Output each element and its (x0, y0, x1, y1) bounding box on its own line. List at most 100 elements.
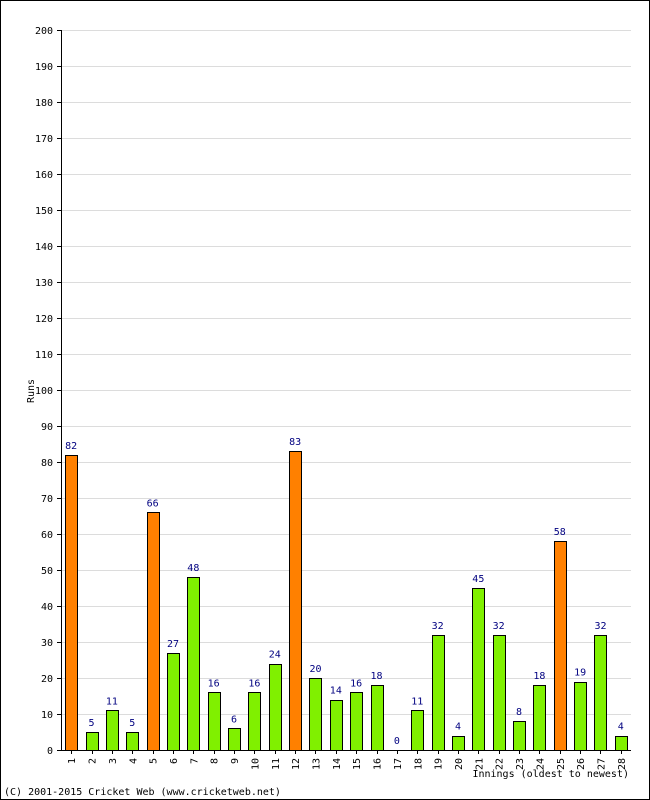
y-tick-label: 50 (41, 566, 53, 577)
x-tick-label: 15 (352, 758, 363, 770)
grid-lines (61, 30, 631, 715)
x-tick-label: 4 (128, 758, 139, 764)
data-label: 20 (309, 664, 321, 675)
bars (65, 451, 628, 751)
data-labels: 82 5 11 5 66 27 48 16 6 16 24 83 20 14 16 18 0 11 32 4 45 32 8… (65, 437, 624, 747)
bar (228, 728, 241, 751)
y-tick-label: 100 (35, 386, 53, 397)
y-tick-label: 200 (35, 26, 53, 37)
data-label: 32 (493, 621, 505, 632)
data-label: 8 (516, 707, 522, 718)
data-label: 6 (231, 714, 237, 725)
x-tick-label: 24 (535, 758, 546, 770)
y-tick-label: 180 (35, 98, 53, 109)
y-tick-label: 120 (35, 314, 53, 325)
x-tick-label: 16 (373, 758, 384, 770)
bar (106, 710, 119, 751)
data-label: 5 (89, 718, 95, 729)
y-tick-labels: 0 10 20 30 40 50 60 70 80 90 100 110 120 130 140 150 160… (35, 26, 53, 757)
y-tick-label: 190 (35, 62, 53, 73)
bar (167, 653, 180, 751)
y-tick-label: 160 (35, 170, 53, 181)
x-tick-label: 12 (291, 758, 302, 770)
y-axis-title: Runs (26, 379, 37, 403)
data-label: 5 (129, 718, 135, 729)
y-tick-label: 150 (35, 206, 53, 217)
y-tick-label: 170 (35, 134, 53, 145)
data-label: 11 (106, 696, 118, 707)
y-tick-label: 80 (41, 458, 53, 469)
x-tick-label: 13 (311, 758, 322, 770)
bar (248, 692, 261, 751)
y-tick-label: 40 (41, 602, 53, 613)
data-label: 14 (330, 686, 342, 697)
x-tick-label: 21 (474, 758, 485, 770)
bar (330, 700, 343, 751)
axes (57, 30, 631, 754)
x-tick-label: 10 (250, 758, 261, 770)
data-label: 58 (554, 527, 566, 538)
x-tick-label: 11 (271, 758, 282, 770)
y-tick-label: 140 (35, 242, 53, 253)
x-tick-label: 1 (67, 758, 78, 764)
x-tick-label: 14 (332, 758, 343, 770)
data-label: 18 (533, 671, 545, 682)
bar (472, 588, 485, 751)
y-tick-label: 130 (35, 278, 53, 289)
x-tick-label: 9 (230, 758, 241, 764)
bar (187, 577, 200, 751)
data-label: 32 (594, 621, 606, 632)
x-tick-label: 18 (413, 758, 424, 770)
bar (432, 635, 445, 751)
y-tick-label: 90 (41, 422, 53, 433)
x-tick-label: 23 (515, 758, 526, 770)
y-tick-label: 10 (41, 710, 53, 721)
bar (594, 635, 607, 751)
copyright-footer: (C) 2001-2015 Cricket Web (www.cricketwe… (4, 787, 281, 798)
bar (126, 732, 139, 751)
data-label: 18 (371, 671, 383, 682)
x-tick-label: 20 (454, 758, 465, 770)
bar (574, 682, 587, 751)
x-tick-label: 26 (576, 758, 587, 770)
data-label: 4 (618, 722, 624, 733)
y-tick-label: 30 (41, 638, 53, 649)
x-tick-label: 7 (189, 758, 200, 764)
data-label: 16 (208, 678, 220, 689)
data-label: 4 (455, 722, 461, 733)
bar (147, 512, 160, 751)
bar (554, 541, 567, 751)
data-label: 16 (248, 678, 260, 689)
data-label: 11 (411, 696, 423, 707)
bar (309, 678, 322, 751)
data-label: 66 (147, 498, 159, 509)
bar (269, 664, 282, 751)
data-label: 32 (432, 621, 444, 632)
x-tick-label: 19 (434, 758, 445, 770)
bar (615, 736, 628, 751)
y-tick-label: 60 (41, 530, 53, 541)
y-tick-label: 110 (35, 350, 53, 361)
data-label: 16 (350, 678, 362, 689)
data-label: 19 (574, 668, 586, 679)
bar (65, 455, 78, 751)
x-tick-label: 17 (393, 758, 404, 770)
x-tick-label: 2 (88, 758, 99, 764)
bar (452, 736, 465, 751)
data-label: 83 (289, 437, 301, 448)
x-tick-label: 8 (210, 758, 221, 764)
bar (371, 685, 384, 751)
bar (513, 721, 526, 751)
x-tick-label: 5 (149, 758, 160, 764)
x-tick-label: 27 (596, 758, 607, 770)
bar (493, 635, 506, 751)
data-label: 27 (167, 639, 179, 650)
x-tick-label: 25 (556, 758, 567, 770)
data-label: 0 (394, 736, 400, 747)
y-tick-label: 0 (47, 746, 53, 757)
bar (533, 685, 546, 751)
x-tick-label: 6 (169, 758, 180, 764)
bar (289, 451, 302, 751)
x-tick-label: 3 (108, 758, 119, 764)
